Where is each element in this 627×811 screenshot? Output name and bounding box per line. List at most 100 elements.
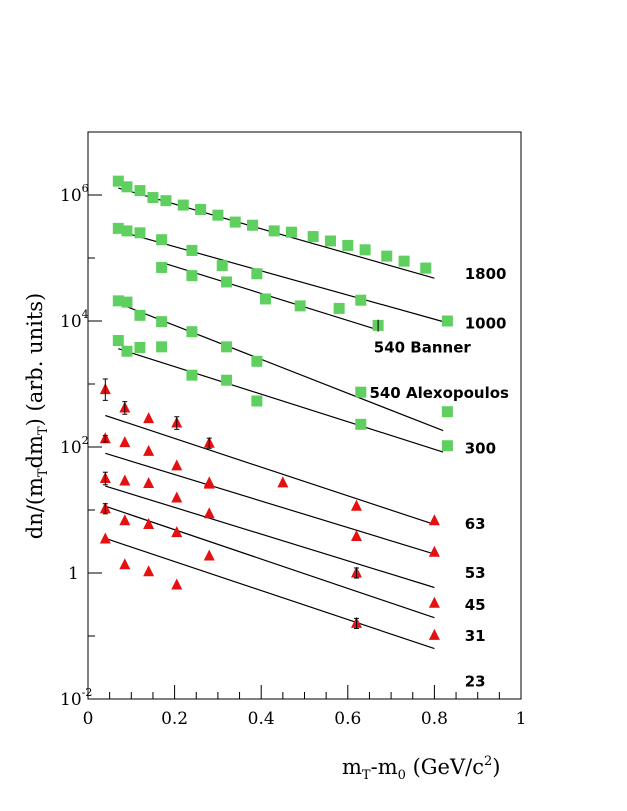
data-point-square xyxy=(251,395,263,407)
data-point-triangle xyxy=(171,459,183,471)
x-tick-label: 0.6 xyxy=(334,709,361,729)
data-point-triangle xyxy=(203,549,215,561)
y-axis-label-post: ) (arb. units) xyxy=(23,293,47,427)
data-point-square xyxy=(156,341,168,353)
data-point-square xyxy=(294,300,306,312)
fit-line-45 xyxy=(105,485,435,589)
data-point-triangle xyxy=(171,526,183,538)
data-point-square xyxy=(134,309,146,321)
data-point-square xyxy=(186,369,198,381)
x-tick-label: 0.2 xyxy=(161,709,188,729)
data-points xyxy=(99,175,453,640)
data-point-triangle xyxy=(171,491,183,503)
data-point-square xyxy=(420,262,432,274)
series-labels: 1800 1000 540 Banner 540 Alexopoulos 300 63 53… xyxy=(369,265,509,691)
x-tick-label: 0 xyxy=(83,709,94,729)
x-tick-label: 0.8 xyxy=(421,709,448,729)
data-point-triangle xyxy=(143,565,155,577)
series-label: 63 xyxy=(465,515,486,533)
y-tick-label: 106 xyxy=(60,182,89,206)
x-axis-label-unit: (GeV/c xyxy=(406,755,484,779)
data-point-square xyxy=(333,302,345,314)
data-point-square xyxy=(441,440,453,452)
data-point-square xyxy=(156,261,168,273)
data-point-square xyxy=(134,341,146,353)
y-tick-labels: 10-2 1 102 104 106 xyxy=(60,182,92,710)
data-point-triangle xyxy=(143,517,155,529)
data-point-triangle xyxy=(143,412,155,424)
data-point-square xyxy=(229,216,241,228)
data-point-square xyxy=(121,225,133,237)
data-point-triangle xyxy=(119,474,131,486)
data-point-square xyxy=(247,219,259,231)
data-point-triangle xyxy=(277,476,289,488)
series-label: 1800 xyxy=(465,265,507,283)
data-point-square xyxy=(112,295,124,307)
data-point-triangle xyxy=(203,477,215,489)
data-point-square xyxy=(268,225,280,237)
series-label: 45 xyxy=(465,596,486,614)
x-axis-label-sub1: T xyxy=(362,768,371,783)
y-tick-label: 102 xyxy=(60,434,89,458)
data-point-square xyxy=(221,341,233,353)
x-axis-label-main: m xyxy=(342,755,362,779)
x-axis-label-mid: -m xyxy=(371,755,398,779)
data-point-square xyxy=(112,175,124,187)
data-point-triangle xyxy=(350,529,362,541)
data-point-square xyxy=(221,374,233,386)
data-point-square xyxy=(177,199,189,211)
data-point-square xyxy=(121,345,133,357)
fit-line-1000 xyxy=(118,230,444,323)
fit-line-53 xyxy=(105,452,435,555)
fit-line-31 xyxy=(105,505,435,619)
x-axis-label: mT-m0 (GeV/c2) xyxy=(342,754,500,783)
data-point-square xyxy=(121,296,133,308)
data-point-square xyxy=(160,195,172,207)
fit-line-23 xyxy=(105,537,435,650)
data-point-triangle xyxy=(171,578,183,590)
data-point-square xyxy=(212,209,224,221)
data-point-square xyxy=(355,294,367,306)
data-point-square xyxy=(147,192,159,204)
series-label: 1000 xyxy=(465,315,507,333)
data-point-square xyxy=(441,315,453,327)
y-tick-label: 10-2 xyxy=(60,686,92,710)
data-point-triangle xyxy=(428,628,440,640)
y-axis-label-mid: dm xyxy=(23,435,47,468)
data-point-square xyxy=(359,244,371,256)
data-point-triangle xyxy=(428,514,440,526)
series-label: 31 xyxy=(465,627,486,645)
y-axis-label: dn/(mTdmT) (arb. units) xyxy=(23,293,51,539)
fit-line-540-alexopoulos xyxy=(118,302,444,432)
data-point-triangle xyxy=(119,558,131,570)
data-point-triangle xyxy=(143,444,155,456)
x-tick-labels: 0 0.2 0.4 0.6 0.8 1 xyxy=(83,709,527,729)
data-point-square xyxy=(156,316,168,328)
data-point-square xyxy=(121,181,133,193)
data-point-square xyxy=(186,244,198,256)
data-point-square xyxy=(355,418,367,430)
data-point-square xyxy=(324,235,336,247)
data-point-triangle xyxy=(428,596,440,608)
data-point-square xyxy=(251,268,263,280)
data-point-triangle xyxy=(119,514,131,526)
data-point-square xyxy=(186,270,198,282)
data-point-square xyxy=(260,293,272,305)
data-point-square xyxy=(307,231,319,243)
x-tick-label: 1 xyxy=(516,709,527,729)
data-point-square xyxy=(112,222,124,234)
data-point-square xyxy=(221,276,233,288)
data-point-square xyxy=(112,335,124,347)
data-point-square xyxy=(134,227,146,239)
data-point-square xyxy=(441,406,453,418)
data-point-square xyxy=(355,386,367,398)
data-point-square xyxy=(156,234,168,246)
y-axis-label-sub2: T xyxy=(36,426,51,435)
data-point-triangle xyxy=(119,436,131,448)
y-axis-label-pre: dn/(m xyxy=(23,477,47,539)
data-point-square xyxy=(342,239,354,251)
data-point-triangle xyxy=(350,499,362,511)
data-point-square xyxy=(381,250,393,262)
series-label: 540 Banner xyxy=(374,338,472,356)
